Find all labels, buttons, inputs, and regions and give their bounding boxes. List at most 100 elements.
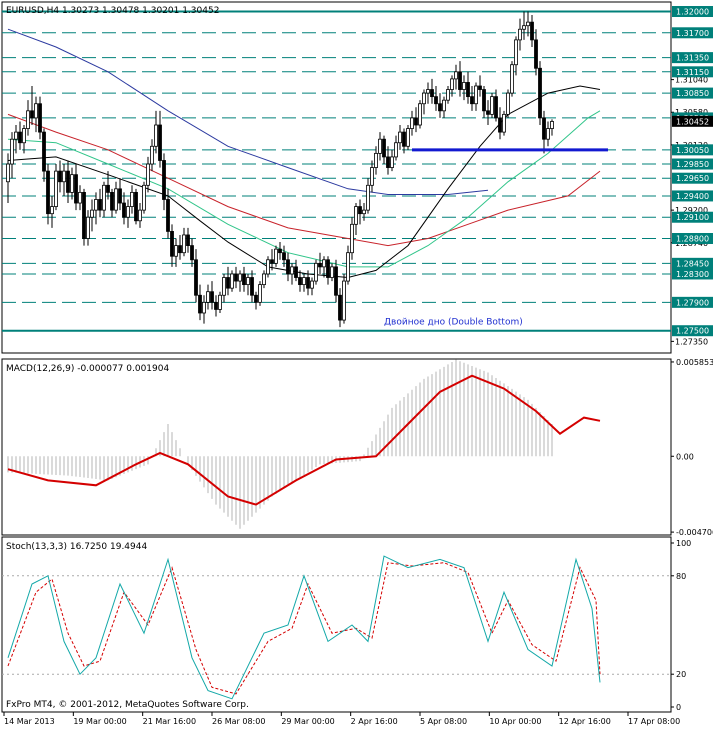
candle [466,71,470,104]
candle [506,89,510,118]
macd-pane[interactable]: MACD(12,26,9) -0.000077 0.001904 0.00585… [1,358,713,537]
candle [206,284,210,310]
candle [378,132,382,161]
candle-body [166,199,170,232]
candle-body [250,277,254,296]
candle [514,36,518,76]
candle [230,270,234,292]
candle-body [414,117,418,126]
candle [86,210,90,246]
candle-body [362,209,366,215]
candle [274,245,278,267]
candle-body [294,266,298,278]
candle-body [142,184,146,211]
candle [462,75,466,101]
candle-body [86,216,90,239]
candle-body [482,89,486,112]
level-label: 1.29100 [676,213,709,222]
candle [106,171,110,200]
candle [182,227,186,257]
level-label-box [672,6,713,18]
candle-body [354,206,358,225]
candle [146,156,150,193]
level-label: 1.30850 [676,89,709,98]
candle-body [214,301,218,310]
stoch-tick-label: 20 [676,670,686,679]
candle [266,256,270,278]
candle [362,203,366,221]
candle [326,256,330,285]
candle-body [430,89,434,98]
candle [134,188,138,225]
candle-body [78,191,82,204]
price-axis: 1.310401.305801.301201.292001.287401.273… [671,6,713,346]
stoch-pane[interactable]: Stoch(13,3,3) 16.7250 19.4944 100 80 20 0 [1,536,691,713]
candle [6,153,10,204]
level-label-box [672,52,713,64]
candle-body [98,199,102,211]
candle [90,199,94,232]
candle-body [54,170,58,207]
candle [74,164,78,211]
candle [202,295,206,324]
macd-signal-line [7,374,601,506]
candle-body [170,231,174,257]
candle [486,100,490,126]
candle [214,295,218,317]
candle-body [534,39,538,69]
price-pane[interactable]: Двойное дно (Double Bottom) EURUSD,H4 1.… [1,1,713,354]
stoch-levels [2,575,671,675]
candle [46,164,50,225]
candle [446,85,450,104]
candle [222,273,226,303]
moving-average-line [7,110,601,268]
price-tick-label: 1.31040 [675,76,708,85]
candle-body [466,82,470,98]
moving-average-line [7,28,489,195]
moving-average-line [7,113,601,247]
candle [402,128,406,154]
time-tick-label: 10 Apr 00:00 [489,717,541,726]
price-pane-title: EURUSD,H4 1.30273 1.30478 1.30201 1.3045… [6,6,219,16]
candle-body [398,131,402,144]
candle-body [334,266,338,296]
candle-body [458,71,462,90]
candle-body [70,174,74,193]
candle-body [314,262,318,282]
level-label-box [672,27,713,39]
candle [286,252,290,282]
candle-body [290,266,294,275]
candle [410,110,414,136]
candle [550,119,554,136]
candle-body [18,131,22,144]
candle [458,61,462,97]
candle [330,263,334,282]
candle-body [198,294,202,314]
candle [34,96,38,133]
candle-body [106,184,110,193]
candle-body [246,277,250,286]
candle [58,160,62,193]
candle-body [506,92,510,115]
level-label: 1.30050 [676,146,709,155]
candle [18,121,22,150]
candle-body [394,142,398,158]
candle-body [322,259,326,268]
candle-body [330,266,334,278]
candle [66,160,70,204]
candle [250,270,254,303]
candle-body [274,248,278,264]
candle-body [538,67,542,119]
candle [22,125,26,154]
candle [50,195,54,228]
level-label-box [672,190,713,202]
candle-body [30,110,34,119]
candle [298,270,302,292]
candle [166,188,170,239]
candle [78,185,82,211]
candle-body [110,191,114,211]
candle-body [406,128,410,147]
candle-body [338,294,342,321]
candle-body [298,277,302,286]
